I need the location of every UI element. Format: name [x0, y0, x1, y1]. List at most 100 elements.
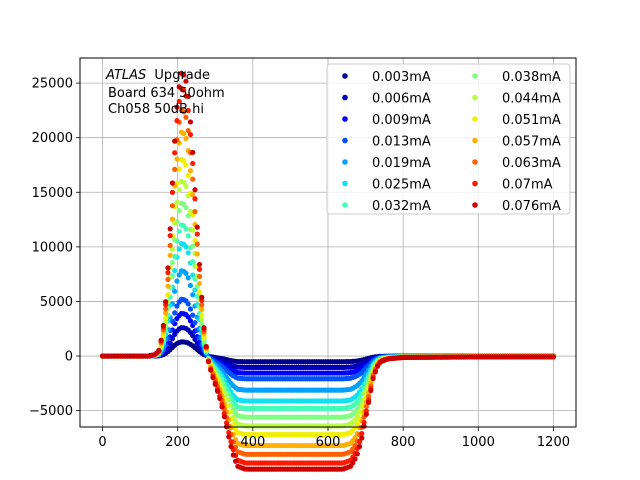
- data-point: [228, 443, 234, 450]
- data-point: [185, 173, 191, 179]
- data-point: [192, 196, 198, 202]
- data-point: [550, 354, 557, 360]
- data-point: [356, 443, 363, 450]
- legend-item: 0.013mA: [342, 135, 431, 150]
- data-point: [365, 399, 372, 406]
- data-point: [176, 166, 182, 172]
- data-point: [160, 322, 167, 329]
- data-point: [208, 367, 214, 373]
- y-tick-label: 15000: [32, 186, 73, 201]
- data-point: [221, 413, 227, 420]
- data-point: [169, 216, 176, 222]
- data-point: [370, 376, 376, 382]
- legend-item: 0.025mA: [342, 178, 431, 193]
- data-point: [172, 310, 178, 316]
- data-point: [172, 288, 178, 294]
- data-point: [169, 259, 176, 266]
- data-point: [165, 283, 171, 289]
- data-point: [352, 456, 358, 462]
- data-point: [181, 72, 187, 78]
- y-tick-label: −5000: [29, 404, 73, 419]
- data-point: [372, 369, 378, 375]
- data-point: [167, 226, 173, 232]
- legend-label: 0.057mA: [502, 135, 561, 150]
- data-point: [183, 270, 189, 276]
- legend-label: 0.032mA: [372, 199, 431, 214]
- legend-label: 0.038mA: [502, 70, 561, 85]
- data-point: [214, 388, 221, 394]
- data-point: [172, 150, 178, 156]
- data-point: [187, 318, 194, 324]
- atlas-annotation: ATLAS Upgrade Board 634 50ohm Ch058 50dB…: [105, 68, 225, 117]
- legend-item: 0.006mA: [342, 92, 431, 107]
- legend-label: 0.07mA: [502, 178, 553, 193]
- data-point: [190, 333, 196, 339]
- data-point: [194, 251, 200, 257]
- data-point: [181, 109, 187, 115]
- legend-marker: [472, 73, 478, 79]
- data-point: [169, 203, 176, 209]
- data-point: [163, 299, 169, 305]
- data-point: [183, 244, 189, 250]
- data-point: [190, 272, 196, 278]
- data-point: [361, 423, 367, 429]
- data-point: [230, 452, 236, 458]
- data-point: [183, 204, 189, 211]
- y-tick-label: 25000: [32, 77, 73, 92]
- data-point: [185, 301, 191, 307]
- data-point: [167, 242, 173, 249]
- data-point: [176, 84, 182, 90]
- data-point: [172, 267, 178, 274]
- legend-label: 0.076mA: [502, 199, 561, 214]
- legend-item: 0.076mA: [472, 199, 561, 214]
- data-point: [185, 93, 191, 100]
- data-point: [196, 273, 203, 280]
- x-tick-label: 400: [240, 435, 265, 450]
- data-point: [194, 241, 200, 247]
- data-point: [194, 224, 200, 230]
- data-point: [201, 325, 207, 331]
- data-point: [359, 435, 365, 441]
- annotation-line1: ATLAS Upgrade: [105, 68, 210, 83]
- legend: 0.003mA 0.006mA 0.009mA 0.013mA 0.019mA 0.025…: [326, 63, 571, 215]
- legend-marker: [342, 73, 348, 79]
- annotation-line2: Board 634 50ohm: [108, 86, 225, 101]
- data-point: [363, 404, 369, 410]
- series-0.076mA: [99, 70, 557, 472]
- data-point: [361, 419, 367, 425]
- data-point: [199, 306, 205, 313]
- data-point: [199, 317, 205, 323]
- data-point: [172, 237, 178, 243]
- data-point: [223, 420, 230, 426]
- data-point: [354, 451, 360, 457]
- data-point: [190, 192, 196, 198]
- x-tick-label: 600: [316, 435, 341, 450]
- data-point: [192, 209, 198, 215]
- legend-label: 0.063mA: [502, 156, 561, 171]
- legend-item: 0.051mA: [472, 113, 561, 128]
- legend-marker: [472, 180, 478, 187]
- data-point: [174, 278, 180, 284]
- data-point: [158, 337, 164, 343]
- legend-item: 0.003mA: [342, 70, 431, 85]
- data-point: [219, 404, 225, 410]
- data-point: [187, 168, 194, 174]
- data-point: [167, 233, 173, 239]
- data-point: [176, 207, 182, 214]
- data-point: [174, 199, 180, 205]
- data-point: [185, 250, 191, 256]
- y-tick-label: 20000: [32, 131, 73, 146]
- data-point: [190, 160, 196, 167]
- data-point: [368, 387, 374, 394]
- data-point: [185, 213, 191, 219]
- data-point: [194, 231, 200, 237]
- data-point: [165, 292, 171, 298]
- data-point: [176, 187, 182, 193]
- legend-marker: [472, 94, 478, 101]
- legend-box: [326, 63, 571, 215]
- x-tick-label: 0: [98, 435, 106, 450]
- data-point: [190, 259, 196, 265]
- data-point: [190, 243, 196, 249]
- legend-label: 0.009mA: [372, 113, 431, 128]
